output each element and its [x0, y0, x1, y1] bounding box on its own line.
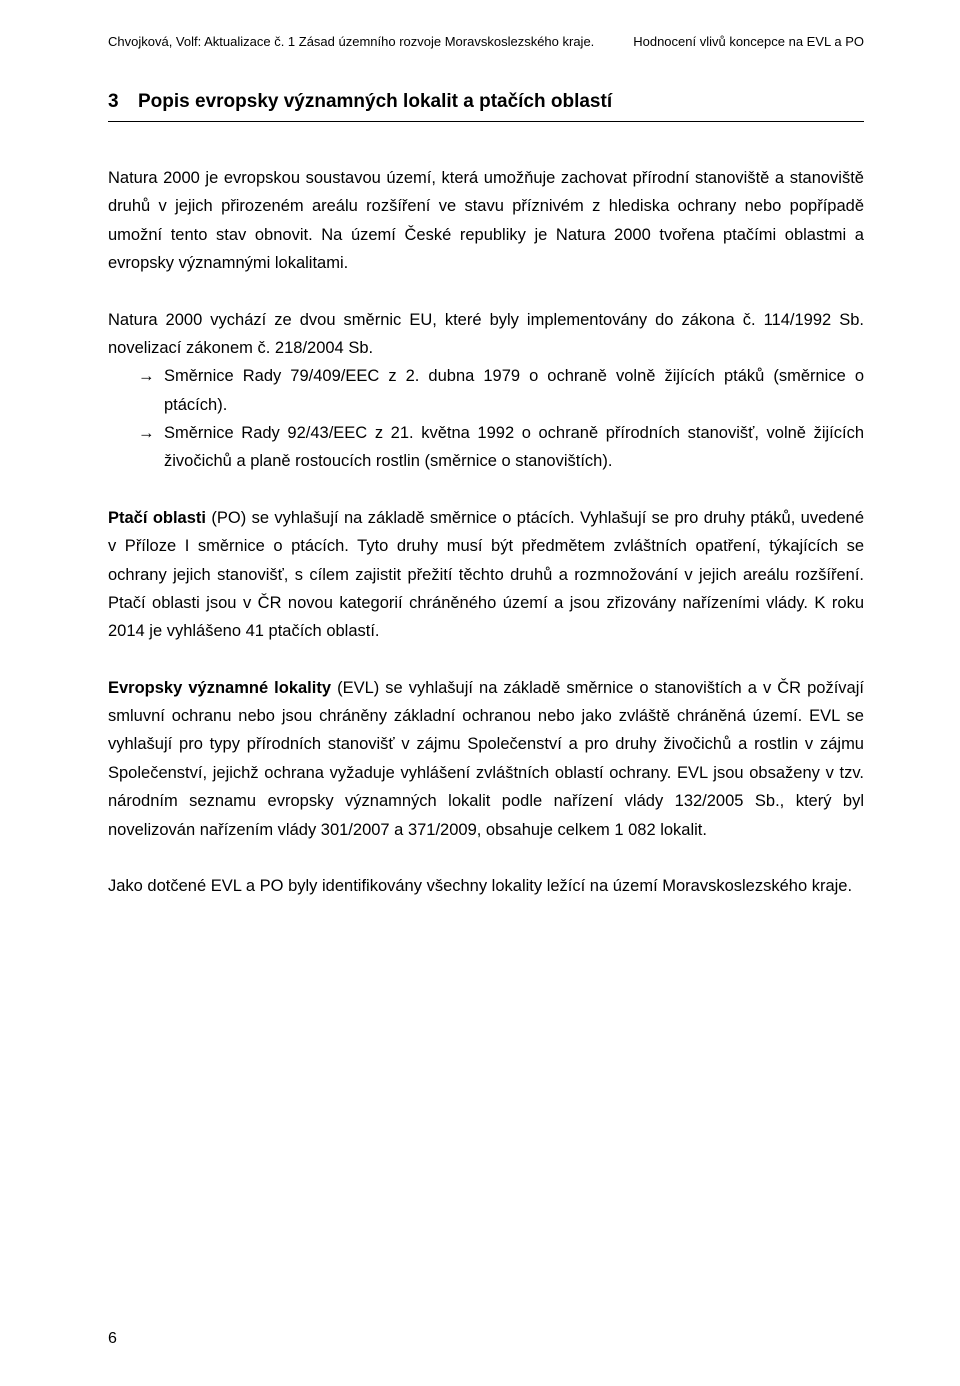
header-left: Chvojková, Volf: Aktualizace č. 1 Zásad … [108, 34, 594, 49]
paragraph-text: (EVL) se vyhlašují na základě směrnice o… [108, 679, 864, 839]
list-item-text: Směrnice Rady 92/43/EEC z 21. května 199… [164, 424, 864, 470]
list-item: →Směrnice Rady 79/409/EEC z 2. dubna 197… [108, 362, 864, 419]
directive-list: →Směrnice Rady 79/409/EEC z 2. dubna 197… [108, 362, 864, 476]
list-item: →Směrnice Rady 92/43/EEC z 21. května 19… [108, 419, 864, 476]
term-bold: Evropsky významné lokality [108, 679, 331, 697]
paragraph: Ptačí oblasti (PO) se vyhlašují na zákla… [108, 504, 864, 646]
paragraph-text: (PO) se vyhlašují na základě směrnice o … [108, 509, 864, 641]
body-text: Natura 2000 je evropskou soustavou území… [108, 164, 864, 900]
paragraph: Evropsky významné lokality (EVL) se vyhl… [108, 674, 864, 844]
paragraph: Jako dotčené EVL a PO byly identifikován… [108, 872, 864, 900]
page-header: Chvojková, Volf: Aktualizace č. 1 Zásad … [108, 34, 864, 49]
document-page: Chvojková, Volf: Aktualizace č. 1 Zásad … [0, 0, 960, 1386]
term-bold: Ptačí oblasti [108, 509, 206, 527]
section-title: Popis evropsky významných lokalit a ptač… [138, 91, 612, 112]
paragraph: Natura 2000 je evropskou soustavou území… [108, 164, 864, 278]
section-number: 3 [108, 91, 138, 113]
section-heading: 3Popis evropsky významných lokalit a pta… [108, 91, 864, 122]
page-number: 6 [108, 1330, 117, 1348]
arrow-icon: → [138, 362, 164, 390]
header-right: Hodnocení vlivů koncepce na EVL a PO [633, 34, 864, 49]
arrow-icon: → [138, 419, 164, 447]
list-item-text: Směrnice Rady 79/409/EEC z 2. dubna 1979… [164, 367, 864, 413]
paragraph: Natura 2000 vychází ze dvou směrnic EU, … [108, 306, 864, 363]
